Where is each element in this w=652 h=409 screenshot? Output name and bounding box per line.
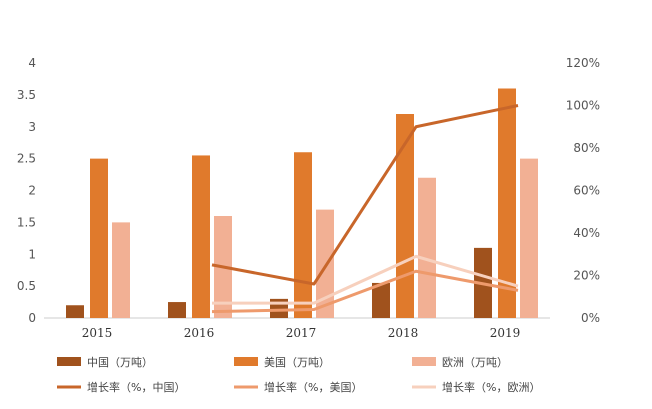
right-tick-label: 40%: [573, 226, 600, 240]
left-tick-label: 0: [28, 311, 36, 325]
right-tick-label: 0%: [581, 311, 600, 325]
bar: [396, 114, 414, 318]
category-label: 2018: [388, 326, 419, 340]
category-label: 2015: [82, 326, 113, 340]
bar: [372, 282, 390, 318]
legend-swatch: [412, 357, 436, 366]
right-tick-label: 20%: [573, 269, 600, 283]
category-axis: 2015 2016 2017 2018 2019: [82, 326, 521, 340]
left-tick-label: 2.5: [17, 152, 36, 166]
bar: [112, 222, 130, 318]
legend-label: 欧洲（万吨）: [442, 356, 508, 369]
legend-swatch: [57, 357, 81, 366]
legend-label: 中国（万吨）: [87, 356, 153, 369]
bar: [168, 302, 186, 318]
left-tick-label: 4: [28, 56, 36, 70]
legend-label: 增长率（%，中国）: [87, 380, 185, 394]
left-tick-label: 0.5: [17, 279, 36, 293]
bar: [294, 152, 312, 318]
left-tick-label: 3.5: [17, 88, 36, 102]
legend: 中国（万吨） 美国（万吨） 欧洲（万吨） 增长率（%，中国） 增长率（%，美国） 增长率（…: [57, 356, 540, 394]
bar: [316, 209, 334, 318]
legend-label: 增长率（%，欧洲）: [442, 380, 540, 394]
bar-series: [66, 88, 538, 318]
left-tick-label: 1: [28, 247, 36, 261]
category-label: 2019: [490, 326, 521, 340]
right-tick-label: 100%: [566, 99, 600, 113]
line-series: [211, 104, 519, 314]
bar: [520, 158, 538, 318]
bar: [66, 305, 84, 318]
series-line: [211, 104, 519, 286]
left-tick-label: 2: [28, 184, 36, 198]
series-line: [211, 269, 519, 314]
right-tick-label: 80%: [573, 141, 600, 155]
series-line: [212, 254, 519, 305]
bar: [498, 88, 516, 318]
left-tick-label: 1.5: [17, 215, 36, 229]
category-label: 2016: [184, 326, 215, 340]
legend-label: 增长率（%，美国）: [264, 380, 362, 394]
right-tick-label: 120%: [566, 56, 600, 70]
bar: [418, 177, 436, 318]
bar: [90, 158, 108, 318]
left-tick-label: 3: [28, 120, 36, 134]
legend-swatch: [234, 357, 258, 366]
right-axis: 0% 20% 40% 60% 80% 100% 120%: [566, 56, 600, 325]
right-tick-label: 60%: [573, 184, 600, 198]
legend-label: 美国（万吨）: [264, 356, 330, 369]
left-axis: 0 0.5 1 1.5 2 2.5 3 3.5 4: [17, 56, 36, 325]
bar: [192, 155, 210, 318]
category-label: 2017: [286, 326, 317, 340]
